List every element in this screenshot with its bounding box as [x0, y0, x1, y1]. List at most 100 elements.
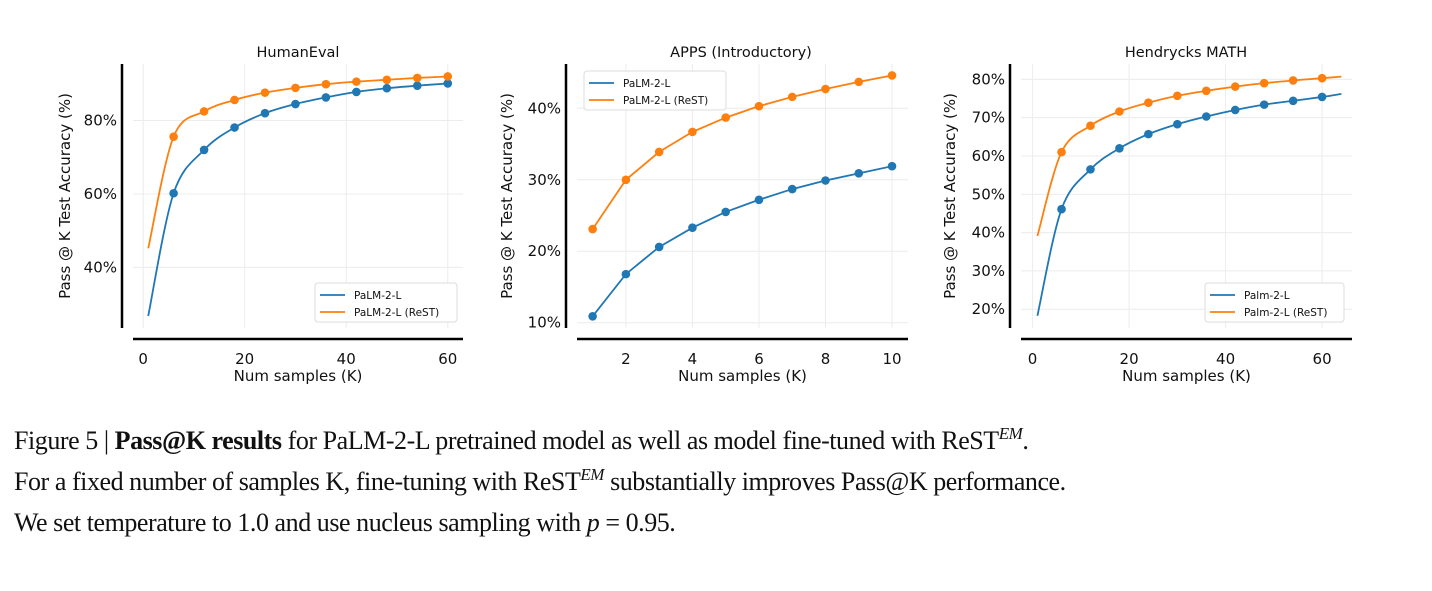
legend: PaLM-2-L PaLM-2-L (ReST) — [583, 70, 727, 111]
data-point — [1144, 129, 1153, 139]
x-tick-label: 0 — [138, 350, 148, 368]
caption-text: substantially improves Pass@K performanc… — [604, 467, 1066, 496]
x-tick-label: 20 — [1120, 350, 1139, 368]
series-line — [591, 165, 893, 317]
data-point — [787, 184, 797, 194]
caption-text: For a fixed number of samples K, fine-tu… — [14, 467, 581, 496]
x-tick-label: 2 — [621, 350, 631, 368]
data-point — [1288, 96, 1298, 106]
legend-box — [1204, 282, 1345, 323]
data-point — [169, 132, 178, 142]
caption-line-3: We set temperature to 1.0 and use nucleu… — [14, 502, 1066, 543]
series-line — [147, 82, 448, 317]
caption-sup: EM — [580, 465, 605, 484]
legend-box — [314, 282, 458, 323]
x-tick-label: 4 — [688, 350, 698, 368]
y-tick-label: 70% — [972, 109, 1005, 127]
chart-title: Hendrycks MATH — [1125, 45, 1247, 61]
data-point — [1230, 105, 1240, 115]
data-point — [1057, 147, 1066, 157]
legend-label: PaLM-2-L — [354, 290, 401, 302]
data-point — [1173, 119, 1182, 129]
caption-text: . — [1022, 426, 1029, 455]
caption-bold: Pass@K results — [114, 426, 282, 455]
data-point — [887, 71, 897, 80]
data-point — [854, 169, 864, 178]
chart-title: HumanEval — [257, 45, 340, 61]
data-point — [754, 195, 764, 205]
legend-label: Palm-2-L (ReST) — [1244, 307, 1327, 319]
y-tick-label: 40% — [528, 99, 561, 117]
data-point — [1317, 73, 1327, 83]
chart-title: APPS (Introductory) — [670, 45, 812, 61]
x-tick-label: 10 — [882, 350, 901, 368]
data-point — [443, 72, 453, 81]
data-point — [1288, 76, 1298, 85]
data-point — [854, 77, 864, 87]
y-tick-label: 60% — [972, 147, 1005, 165]
data-point — [1201, 112, 1211, 121]
data-point — [291, 83, 300, 93]
legend-label: PaLM-2-L (ReST) — [354, 307, 439, 319]
data-point — [199, 107, 209, 116]
y-axis-label: Pass @ K Test Accuracy (%) — [498, 93, 516, 299]
y-axis-label: Pass @ K Test Accuracy (%) — [56, 93, 74, 299]
data-point — [382, 75, 392, 85]
x-tick-label: 6 — [754, 350, 764, 368]
y-tick-label: 60% — [84, 185, 117, 203]
y-tick-label: 40% — [84, 258, 117, 276]
y-tick-label: 30% — [972, 262, 1005, 280]
data-point — [1115, 107, 1124, 116]
data-point — [199, 145, 209, 155]
data-point — [382, 83, 392, 93]
data-point — [1115, 143, 1124, 153]
figure-caption: Figure 5 | Pass@K results for PaLM-2-L p… — [14, 420, 1066, 543]
legend: PaLM-2-L PaLM-2-L (ReST) — [314, 282, 458, 323]
caption-label: Figure 5 | — [14, 426, 115, 455]
data-point — [721, 207, 731, 217]
data-point — [1057, 204, 1066, 214]
caption-line-2: For a fixed number of samples K, fine-tu… — [14, 461, 1066, 502]
series-line — [591, 74, 893, 230]
data-point — [1173, 91, 1182, 101]
data-point — [1230, 82, 1240, 91]
legend-label: PaLM-2-L — [623, 78, 670, 90]
data-point — [1259, 100, 1269, 109]
y-tick-label: 20% — [972, 300, 1005, 318]
data-point — [654, 242, 664, 252]
y-tick-label: 40% — [972, 224, 1005, 242]
data-point — [821, 176, 830, 185]
caption-line-1: Figure 5 | Pass@K results for PaLM-2-L p… — [14, 420, 1066, 461]
data-point — [887, 161, 897, 171]
y-axis-label: Pass @ K Test Accuracy (%) — [941, 93, 959, 299]
data-point — [688, 223, 697, 232]
data-point — [588, 311, 597, 321]
data-point — [654, 147, 664, 157]
legend-label: PaLM-2-L (ReST) — [623, 95, 708, 107]
caption-sup: EM — [998, 424, 1023, 443]
series-line — [1036, 92, 1342, 316]
data-point — [621, 269, 631, 279]
y-tick-label: 20% — [528, 242, 561, 260]
y-tick-label: 10% — [528, 314, 561, 332]
x-tick-label: 60 — [438, 350, 457, 368]
data-point — [352, 87, 361, 97]
data-point — [787, 92, 797, 102]
data-point — [588, 224, 597, 234]
x-tick-label: 20 — [235, 350, 254, 368]
caption-text: for PaLM-2-L pretrained model as well as… — [281, 426, 1000, 455]
data-point — [413, 81, 422, 90]
x-axis-label: Num samples (K) — [1122, 367, 1251, 385]
data-point — [260, 88, 270, 97]
data-point — [169, 188, 178, 198]
data-point — [291, 99, 300, 109]
caption-math: p — [586, 508, 600, 537]
data-point — [688, 127, 697, 137]
data-point — [230, 95, 239, 105]
data-point — [1317, 92, 1327, 102]
data-point — [321, 79, 331, 89]
legend: Palm-2-L Palm-2-L (ReST) — [1204, 282, 1345, 323]
chart-panel: 0 20 40 60 40% 60% 80% HumanEval Num samples (K)… — [56, 45, 463, 385]
data-point — [754, 101, 764, 111]
